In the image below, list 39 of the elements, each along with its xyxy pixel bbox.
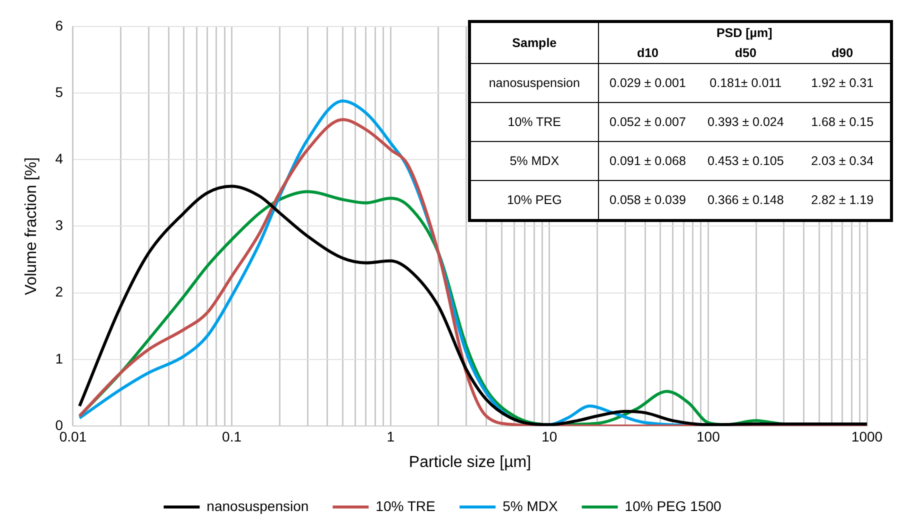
y-axis-title: Volume fraction [%] (23, 157, 40, 296)
y-tick-label: 2 (55, 284, 64, 300)
annotation: 0.366 ± 0.148 (696, 180, 795, 220)
legend-label: 5% MDX (502, 498, 558, 514)
annotation: d50 (696, 43, 795, 64)
x-tick-label: 0.1 (222, 428, 242, 444)
y-tick-label: 3 (55, 217, 64, 234)
annotation: d10 (598, 43, 697, 64)
y-tick-label: 0 (55, 416, 64, 433)
annotation: 1.68 ± 0.15 (794, 102, 892, 142)
annotation: Sample (470, 22, 598, 64)
y-tick-label: 6 (55, 17, 64, 34)
annotation: 5% MDX (470, 142, 598, 180)
x-tick-label: 1000 (851, 428, 883, 444)
annotation: nanosuspension (470, 64, 598, 102)
y-tick-label: 1 (55, 350, 64, 366)
x-axis-title: Particle size [µm] (408, 454, 532, 471)
annotation: PSD [µm] (598, 22, 892, 43)
annotation: 2.82 ± 1.19 (794, 180, 892, 220)
annotation: 0.052 ± 0.007 (598, 102, 697, 142)
annotation: 10% TRE (470, 102, 598, 142)
annotation: 0.058 ± 0.039 (598, 180, 697, 220)
annotation: 1.92 ± 0.31 (794, 64, 892, 102)
annotation: 0.091 ± 0.068 (598, 142, 697, 180)
x-tick-label: 1 (386, 428, 395, 444)
annotation: 2.03 ± 0.34 (794, 142, 892, 180)
x-tick-label: 10 (542, 428, 558, 444)
legend-label: nanosuspension (206, 498, 309, 514)
y-tick-label: 5 (55, 84, 64, 100)
annotation: 0.181± 0.011 (696, 64, 795, 102)
legend-label: 10% PEG 1500 (624, 498, 722, 514)
annotation: 0.393 ± 0.024 (696, 102, 795, 142)
legend-label: 10% TRE (376, 498, 436, 514)
annotation: 10% PEG (470, 180, 598, 220)
annotation: d90 (794, 43, 892, 64)
y-tick-label: 4 (55, 150, 64, 166)
annotation: 0.453 ± 0.105 (696, 142, 795, 180)
x-tick-label: 100 (696, 428, 720, 444)
annotation: 0.029 ± 0.001 (598, 64, 697, 102)
